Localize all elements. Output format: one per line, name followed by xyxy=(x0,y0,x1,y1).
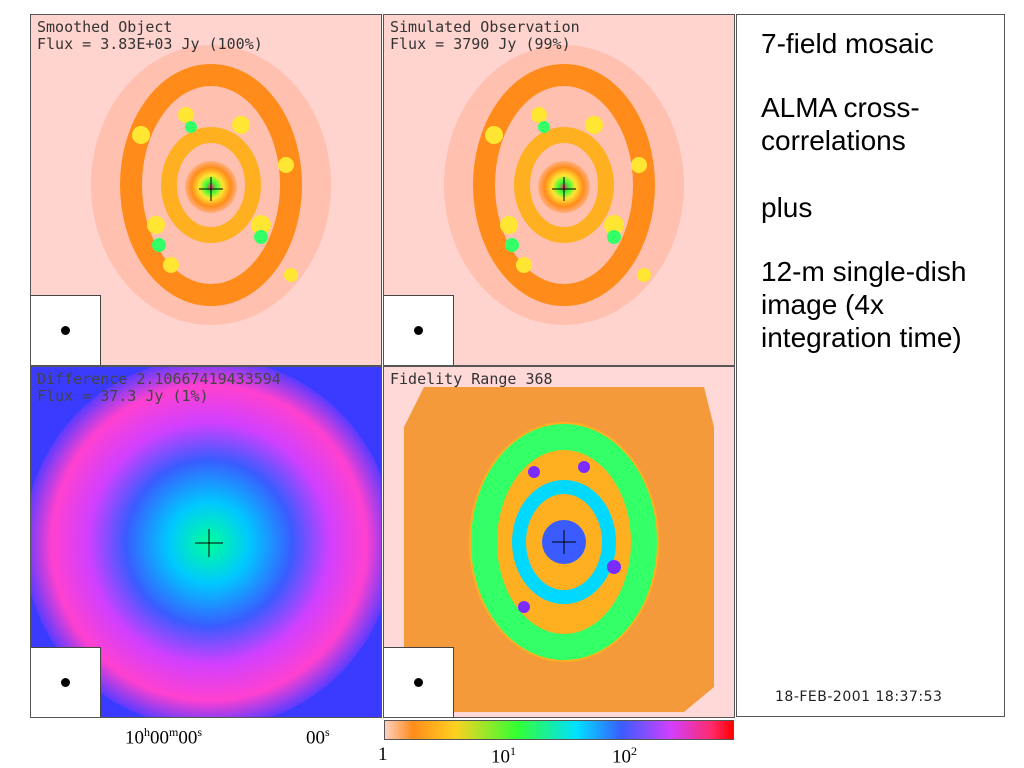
panel-title: Simulated Observation xyxy=(390,18,580,36)
ra-axis-main-label: 10h00m00s xyxy=(125,725,202,749)
panel-flux: Flux = 37.3 Jy (1%) xyxy=(37,387,209,405)
beam-box xyxy=(31,295,101,365)
beam-dot-icon xyxy=(61,678,70,687)
ra-main-s: s xyxy=(197,725,203,739)
colorbar-label-100: 102 xyxy=(612,744,637,768)
simulated-observation-panel: Simulated Observation Flux = 3790 Jy (99… xyxy=(383,14,735,366)
cb-10-exp: 1 xyxy=(510,744,516,758)
ra-main-mid: 00 xyxy=(150,727,169,749)
side-item-4: 12-m single-dish image (4x integration t… xyxy=(761,256,967,353)
beam-box xyxy=(31,647,101,717)
smoothed-object-panel: Smoothed Object Flux = 3.83E+03 Jy (100%… xyxy=(30,14,382,366)
side-item-2: ALMA cross-correlations xyxy=(761,92,920,156)
colorbar-label-1: 1 xyxy=(378,744,388,765)
beam-box xyxy=(384,295,454,365)
ra-second-s: s xyxy=(325,725,330,739)
ra-main-m: m xyxy=(169,725,179,739)
beam-box xyxy=(384,647,454,717)
panel-title: Smoothed Object xyxy=(37,18,173,36)
panel-title: Difference 2.10667419433594 xyxy=(37,370,281,388)
colorbar-label-10: 101 xyxy=(491,744,516,768)
ra-main-base: 10 xyxy=(125,727,144,749)
ra-axis-second-label: 00s xyxy=(306,725,330,749)
colorbar xyxy=(384,720,734,740)
panel-flux: Flux = 3.83E+03 Jy (100%) xyxy=(37,35,263,53)
description-panel: 7-field mosaic ALMA cross-correlations p… xyxy=(736,14,1005,717)
side-item-1: 7-field mosaic xyxy=(761,28,934,59)
ra-main-end: 00 xyxy=(178,727,198,749)
timestamp: 18-FEB-2001 18:37:53 xyxy=(775,689,943,705)
cb-100-exp: 2 xyxy=(631,744,637,758)
difference-panel: Difference 2.10667419433594 Flux = 37.3 … xyxy=(30,366,382,718)
ra-main-h: h xyxy=(144,725,150,739)
cb-10-base: 10 xyxy=(491,746,510,768)
panel-title: Fidelity Range 368 xyxy=(390,370,553,388)
beam-dot-icon xyxy=(414,678,423,687)
beam-dot-icon xyxy=(414,326,423,335)
panel-flux: Flux = 3790 Jy (99%) xyxy=(390,35,571,53)
ra-second-base: 00 xyxy=(306,727,325,749)
fidelity-panel: Fidelity Range 368 xyxy=(383,366,735,718)
side-item-3: plus xyxy=(761,192,813,223)
beam-dot-icon xyxy=(61,326,70,335)
cb-100-base: 10 xyxy=(612,746,631,768)
